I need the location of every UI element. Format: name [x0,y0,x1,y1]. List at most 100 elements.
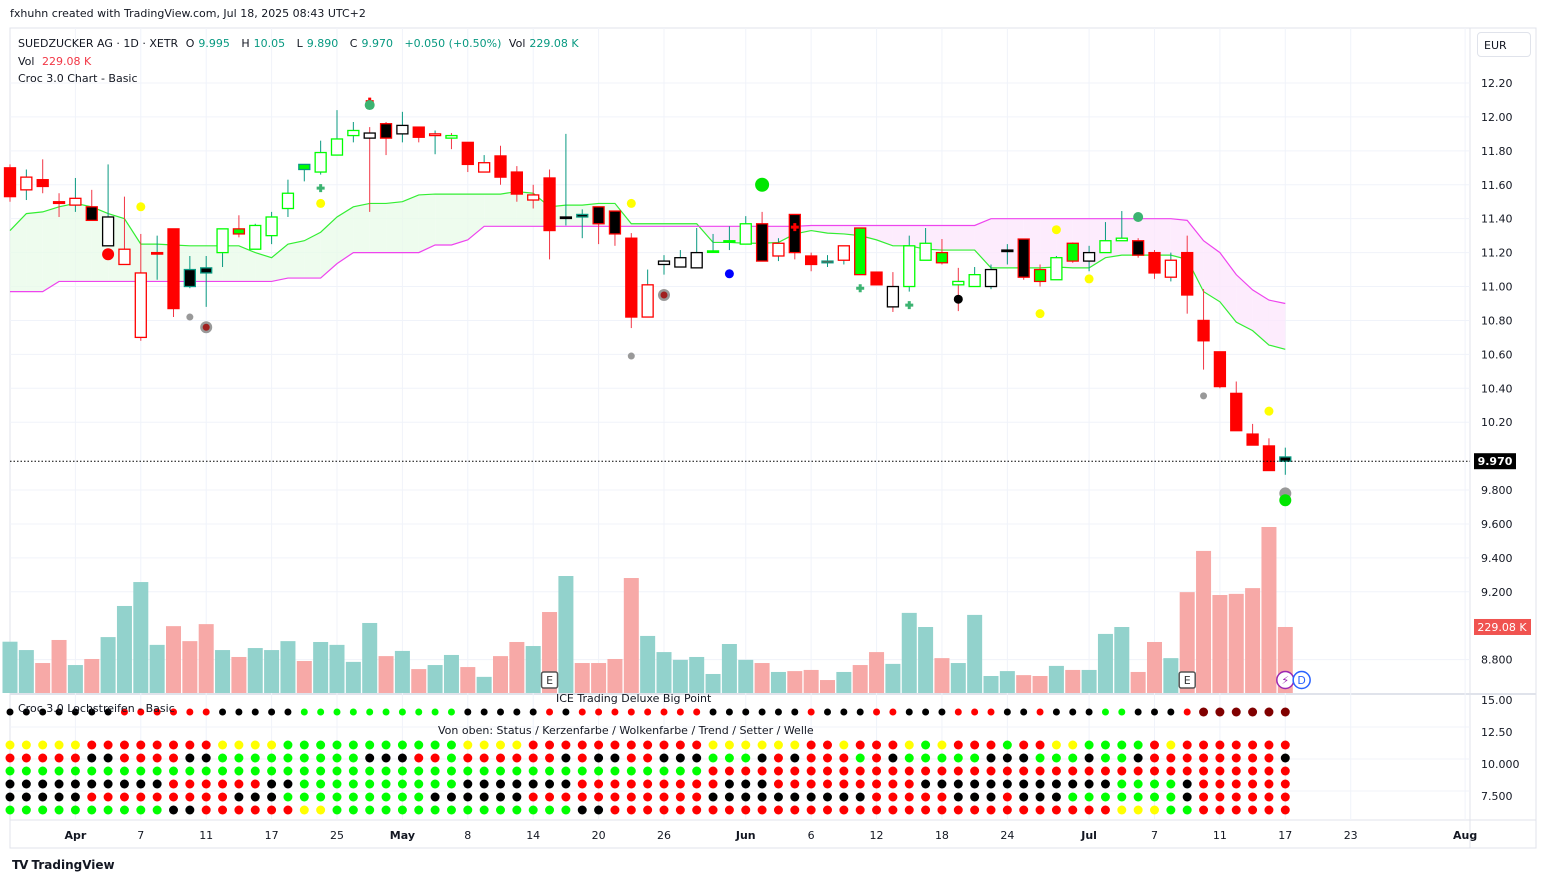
candle-body [183,268,197,288]
status-dot [479,766,489,776]
candle [788,213,801,260]
candle [739,216,752,245]
status-dot [1150,779,1159,789]
lochstreifen-dot [971,708,979,716]
status-dot [1100,766,1110,776]
price-tick-label: 11.40 [1481,213,1513,226]
status-dot [904,779,914,789]
status-dot [38,805,48,815]
lochstreifen-dot [1183,708,1191,716]
candle [85,189,98,222]
status-dot [741,753,751,763]
cloud-fill [287,240,305,279]
candle [216,228,229,268]
status-dot [806,792,816,802]
lochstreifen-dot [268,708,276,716]
croc-indicator-line[interactable]: Croc 3.0 Chart - Basic [18,72,138,85]
status-dot [463,792,473,802]
candle [805,252,818,272]
status-dot [1248,779,1258,789]
event-marker[interactable]: E [1178,671,1196,689]
status-dot [1035,753,1045,763]
lochstreifen-pane-title[interactable]: Croc 3.0 Lochstreifen - Basic [18,702,175,715]
volume-bar [345,661,361,693]
status-dot [1100,805,1110,815]
candle [330,110,344,156]
status-dot [1199,766,1209,776]
lochstreifen-dot [1280,707,1290,717]
candle [150,235,164,280]
status-dot [1117,766,1127,776]
status-dot [5,753,15,763]
status-dot [430,753,440,763]
status-dot [1248,753,1258,763]
symbol-name[interactable]: SUEDZUCKER AG · 1D · XETR [18,37,179,50]
cloud-fill [1252,289,1269,346]
status-dot [626,740,636,750]
cloud-fill [713,226,730,243]
status-dot [1199,740,1209,750]
cloud-fill [75,203,92,282]
bigpoint-pane-title[interactable]: ICE Trading Deluxe Big Point [556,692,712,705]
status-dot [741,766,751,776]
status-dot [724,805,734,815]
status-dot [1084,753,1094,763]
volume-indicator-line[interactable]: Vol 229.08 K [18,53,587,71]
status-dot [921,753,931,763]
tradingview-footer[interactable]: TV TradingView [12,858,115,872]
event-marker[interactable]: E [540,671,559,689]
status-dot [757,805,767,815]
volume-bar [558,575,574,693]
time-tick-label: 26 [657,829,671,842]
lochstreifen-dot [1003,708,1011,716]
status-dot [937,740,947,750]
lochstreifen-dot [153,708,161,716]
volume-bar [950,663,966,693]
volume-bar [967,614,983,693]
status-dot [250,740,260,750]
status-dot [855,792,865,802]
candle [854,227,867,276]
candle-body [1001,249,1014,253]
status-dot [512,766,522,776]
status-dot [806,740,816,750]
cloud-fill [353,203,370,253]
status-dot [169,779,178,789]
status-dot [1084,740,1094,750]
status-dot [512,805,522,815]
status-dot [136,766,146,776]
status-dot [1068,805,1078,815]
status-dot [201,740,211,750]
candle [69,177,82,212]
cloud-fill [402,194,419,253]
currency-button[interactable]: EUR [1477,32,1531,57]
volume-bar [509,641,525,693]
green-dot-marker [1279,494,1292,507]
candle-body [363,132,376,139]
status-dot [692,805,702,815]
status-dot [299,753,309,763]
status-dot [986,805,996,815]
price-tick-label: 12.00 [1481,111,1513,124]
price-tick-label: 9.600 [1481,518,1513,531]
price-tick-label: 11.80 [1481,145,1513,158]
event-marker[interactable]: ⚡ [1276,670,1295,690]
volume-bar [1147,641,1162,693]
yellow-dot-marker [316,198,326,208]
status-dot [790,753,800,763]
status-dot [54,792,64,802]
status-dot [953,766,963,776]
status-dot [610,766,620,776]
lochstreifen-dot [235,708,243,716]
status-dot [87,740,97,750]
lochstreifen-dot [104,708,112,716]
volume-bar [999,671,1015,693]
status-dot [773,753,783,763]
cloud-fill [991,218,1008,268]
status-dot [675,779,685,789]
candle [363,127,376,212]
event-marker[interactable]: D [1292,670,1311,690]
candle-body [1082,251,1096,262]
status-dot [708,779,718,789]
